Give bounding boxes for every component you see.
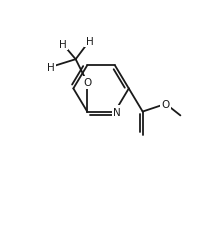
Text: H: H xyxy=(86,36,93,46)
Text: O: O xyxy=(83,78,91,88)
Text: N: N xyxy=(113,107,121,117)
Text: H: H xyxy=(59,40,66,50)
Text: O: O xyxy=(162,99,170,109)
Text: H: H xyxy=(47,63,55,73)
